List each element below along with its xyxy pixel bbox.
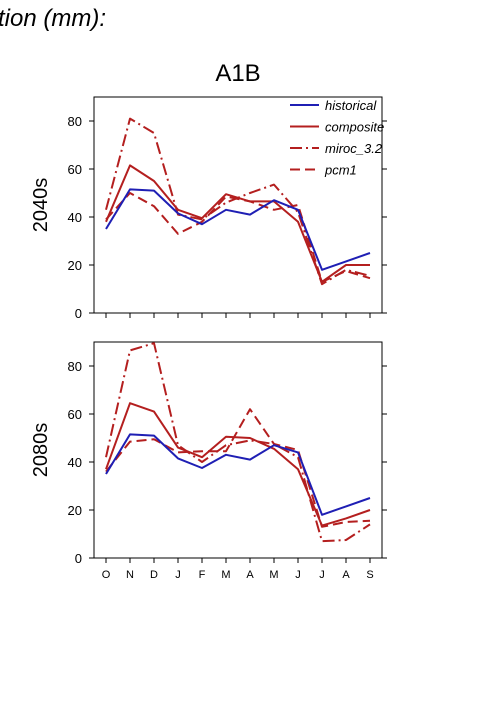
scenario-title: A1B [215, 60, 260, 87]
y-tick-label: 0 [75, 551, 82, 566]
y-tick-label: 40 [68, 210, 82, 225]
y-tick-label: 80 [68, 114, 82, 129]
legend-label-composite: composite [325, 120, 384, 135]
x-tick-label: J [319, 569, 325, 581]
plot-frame [93, 96, 383, 314]
y-tick-label: 20 [68, 503, 82, 518]
legend-label-historical: historical [325, 98, 377, 113]
series-line-miroc-3-2 [105, 342, 371, 543]
x-tick-label: A [246, 569, 254, 581]
chart-panels: 0 20 40 60 80 2040s historical composite miroc_3… [30, 96, 387, 581]
y-tick-label: 0 [75, 306, 82, 321]
panel-label-2080s: 2080s [30, 423, 52, 478]
series-line-composite [105, 164, 370, 283]
legend: historical composite miroc_3.2 pcm1 [290, 98, 384, 178]
legend-label-pcm1: pcm1 [324, 163, 357, 178]
y-tick-label: 60 [68, 162, 82, 177]
header-title: tion (mm): [0, 5, 106, 32]
series-line-composite [105, 402, 371, 527]
panel-label-2040s: 2040s [30, 178, 52, 233]
x-tick-label: N [126, 569, 134, 581]
x-tick-label: S [366, 569, 373, 581]
series-line-historical [105, 188, 371, 271]
x-tick-label: M [269, 569, 278, 581]
y-tick-label: 20 [68, 258, 82, 273]
x-tick-label: O [102, 569, 111, 581]
series-line-pcm1 [105, 192, 371, 283]
legend-label-miroc-3-2: miroc_3.2 [325, 141, 383, 156]
y-tick-label: 80 [68, 359, 82, 374]
plot-frame [93, 341, 383, 559]
series-line-miroc-3-2 [105, 117, 371, 286]
series-line-pcm1 [105, 408, 371, 528]
x-tick-label: J [295, 569, 301, 581]
x-tick-label: M [221, 569, 230, 581]
x-tick-label: A [342, 569, 350, 581]
y-tick-label: 40 [68, 455, 82, 470]
x-tick-label: J [175, 569, 181, 581]
series-line-historical [105, 433, 371, 516]
x-tick-label: D [150, 569, 158, 581]
panel-2040s: 0 20 40 60 80 2040s historical composite miroc_3… [30, 96, 387, 321]
x-tick-label: F [199, 569, 206, 581]
y-tick-label: 60 [68, 407, 82, 422]
panel-2080s: 0 20 40 60 80 O N D J F M A M J J A S 2080s [30, 341, 387, 581]
